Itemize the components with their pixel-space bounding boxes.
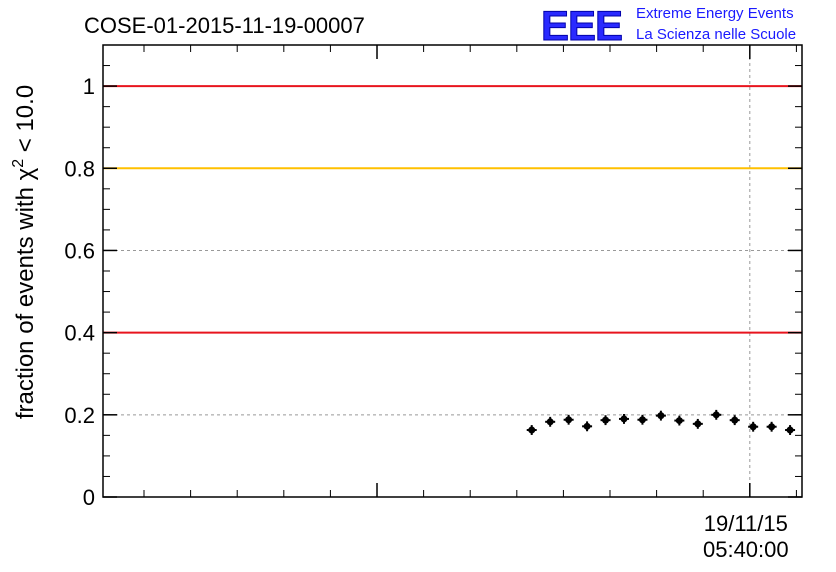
y-tick-labels: 0 0.2 0.4 0.6 0.8 1	[64, 74, 95, 510]
point-marker	[602, 416, 610, 424]
y-axis-label: fraction of events with χ2 < 10.0	[10, 85, 39, 419]
data-point	[637, 414, 648, 425]
point-marker	[638, 416, 646, 424]
y-axis-label-suffix: < 10.0	[12, 85, 39, 159]
point-marker	[712, 411, 720, 419]
point-marker	[565, 416, 573, 424]
data-points	[526, 409, 796, 435]
point-marker	[749, 423, 757, 431]
point-marker	[786, 426, 794, 434]
axis-ticks	[103, 44, 802, 498]
data-point	[526, 425, 537, 435]
logo-line1: Extreme Energy Events	[636, 5, 794, 22]
y-tick-label: 1	[83, 74, 95, 99]
y-tick-label: 0	[83, 485, 95, 510]
logo-mark: EEE	[541, 2, 622, 49]
reference-lines	[103, 85, 802, 334]
x-tick-label-time: 05:40:00	[703, 537, 789, 562]
point-marker	[768, 423, 776, 431]
plot-frame	[102, 44, 803, 498]
point-marker	[546, 418, 554, 426]
data-point	[785, 425, 796, 435]
data-point	[582, 421, 593, 432]
logo-line2: La Scienza nelle Scuole	[636, 26, 796, 43]
chart-title: COSE-01-2015-11-19-00007	[84, 13, 365, 38]
point-marker	[675, 417, 683, 425]
data-point	[545, 416, 556, 427]
grid	[103, 45, 802, 497]
x-tick-label-date: 19/11/15	[704, 511, 788, 536]
point-marker	[694, 420, 702, 428]
y-tick-label: 0.8	[64, 156, 95, 181]
data-point	[711, 409, 722, 420]
data-point	[729, 415, 740, 426]
point-marker	[620, 415, 628, 423]
data-point	[563, 414, 574, 425]
x-tick-labels: 19/11/1505:40:0019/11/1506:00:0019/11/15…	[703, 511, 789, 562]
y-tick-label: 0.6	[64, 238, 95, 263]
y-tick-label: 0.4	[64, 321, 95, 346]
data-point	[766, 421, 777, 432]
y-axis-label-sup: 2	[10, 159, 27, 168]
data-point	[600, 415, 611, 426]
point-marker	[657, 412, 665, 420]
eee-logo: EEE Extreme Energy Events La Scienza nel…	[541, 2, 797, 50]
data-point	[655, 410, 666, 421]
y-axis-label-prefix: fraction of events with χ	[12, 167, 39, 419]
y-tick-label: 0.2	[64, 403, 95, 428]
data-point	[692, 418, 703, 429]
data-point	[618, 413, 629, 424]
point-marker	[528, 426, 536, 434]
point-marker	[731, 416, 739, 424]
data-point	[674, 415, 685, 426]
point-marker	[583, 422, 591, 430]
data-point	[748, 421, 759, 432]
